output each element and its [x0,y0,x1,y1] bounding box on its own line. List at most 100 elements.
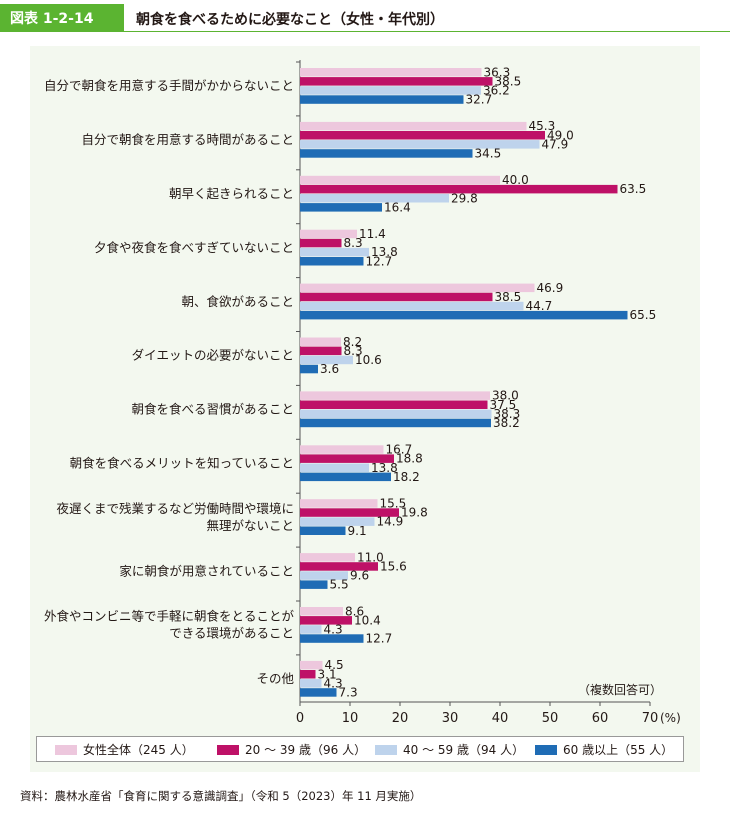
bar [300,526,346,535]
bar [300,553,355,562]
bar [300,625,322,634]
bar [300,95,464,104]
bar-value-label: 7.3 [339,686,358,700]
bar [300,508,399,517]
figure-label: 図表 1-2-14 [0,4,124,32]
bar [300,86,481,95]
bar-value-label: 11.0 [357,550,384,564]
bar [300,175,500,185]
bar-value-label: 49.0 [547,128,574,142]
bar-value-label: 15.5 [380,497,407,511]
bar [300,472,391,482]
bar-value-label: 37.5 [490,398,517,412]
bar [300,283,535,293]
figure-title: 朝食を食べるために必要なこと（女性・年代別） [136,12,444,28]
bar-value-label: 3.6 [320,362,339,376]
x-tick-label: 0 [296,711,304,726]
bar-value-label: 16.7 [386,443,413,457]
bar [300,203,382,212]
bar [300,68,482,77]
bar [300,679,322,688]
bar-value-label: 13.8 [371,461,398,475]
bar-value-label: 38.5 [495,74,522,88]
bar-value-label: 9.6 [350,569,369,583]
bar-value-label: 36.3 [484,65,511,79]
bar-value-label: 38.5 [495,290,522,304]
figure-header: 図表 1-2-14 朝食を食べるために必要なこと（女性・年代別） [0,0,730,36]
category-label: ダイエットの必要がないこと [132,348,294,363]
bar-value-label: 63.5 [620,182,647,196]
bar-value-label: 8.2 [343,335,362,349]
bar [300,140,540,149]
bar-value-label: 44.7 [526,299,553,313]
bar-value-label: 8.3 [344,236,363,250]
category-label: 朝食を食べる習慣があること [131,402,294,417]
bar-value-label: 47.9 [542,137,569,151]
bar [300,616,352,625]
legend-label: 女性全体（245 人） [83,743,194,757]
category-label: 外食やコンビニ等で手軽に朝食をとることが [44,609,295,624]
bar [300,247,369,257]
bar-value-label: 34.5 [475,147,502,161]
bar-value-label: 4.5 [325,658,344,672]
bar [300,292,493,302]
bar-value-label: 40.0 [502,173,529,187]
bar [300,454,394,463]
bar [300,337,341,346]
bar [300,463,369,472]
legend-item-all-women: 女性全体（245 人） [55,741,194,758]
bar [300,634,364,643]
bar-value-label: 18.8 [396,452,423,466]
bar-value-label: 3.1 [318,667,337,681]
category-label: 自分で朝食を用意する手間がかからないこと [44,78,294,93]
bar [300,391,490,400]
source-note: 資料：農林水産省「食育に関する意識調査」（令和 5（2023）年 11 月実施） [20,789,422,803]
bar [300,77,493,86]
category-label: 夜遅くまで残業するなど労働時間や環境に [56,501,294,516]
bar [300,364,318,374]
bar [300,607,343,616]
category-label: 無理がないこと [206,518,294,533]
category-label: 自分で朝食を用意する時間があること [81,132,294,147]
bar-value-label: 12.7 [366,254,393,268]
category-label: 家に朝食が用意されていること [119,563,294,578]
bar-value-label: 11.4 [359,227,386,241]
bar-value-label: 14.9 [377,515,404,529]
bar-value-label: 8.3 [344,344,363,358]
bar-value-label: 13.8 [371,245,398,259]
bar [300,229,357,239]
bar [300,418,491,428]
bar-value-label: 45.3 [529,119,556,133]
x-axis-unit: (%) [660,711,681,725]
bar [300,301,524,311]
bar [300,184,618,194]
x-tick-label: 50 [542,711,559,726]
x-tick-label: 20 [392,711,409,726]
chart-legend: 女性全体（245 人） 20 ～ 39 歳（96 人） 40 ～ 59 歳（94… [36,736,684,762]
legend-item-40-59: 40 ～ 59 歳（94 人） [375,741,524,758]
bar-value-label: 9.1 [348,524,367,538]
bar-value-label: 38.3 [494,407,521,421]
header-rule [0,31,730,32]
bar [300,688,337,697]
legend-label: 60 歳以上（55 人） [563,743,674,757]
bar [300,149,473,158]
bar-value-label: 18.2 [393,470,420,484]
bar-value-label: 38.0 [492,389,519,403]
bar-value-label: 10.6 [355,353,382,367]
bar [300,445,384,454]
category-label: できる環境があること [169,626,294,641]
bar-value-label: 16.4 [384,200,411,214]
bar-value-label: 10.4 [354,613,381,627]
category-label: 夕食や夜食を食べすぎていないこと [94,240,294,255]
category-label: その他 [256,671,294,686]
category-label: 朝食を食べるメリットを知っていること [70,456,294,471]
bar [300,257,364,266]
category-label: 朝早く起きられること [169,186,294,201]
bar-value-label: 19.8 [401,506,428,520]
bar-value-label: 4.3 [324,623,343,637]
x-tick-label: 70 [642,711,659,726]
bar [300,409,492,419]
legend-swatch [55,744,77,755]
category-label: 朝、食欲があること [181,294,294,309]
